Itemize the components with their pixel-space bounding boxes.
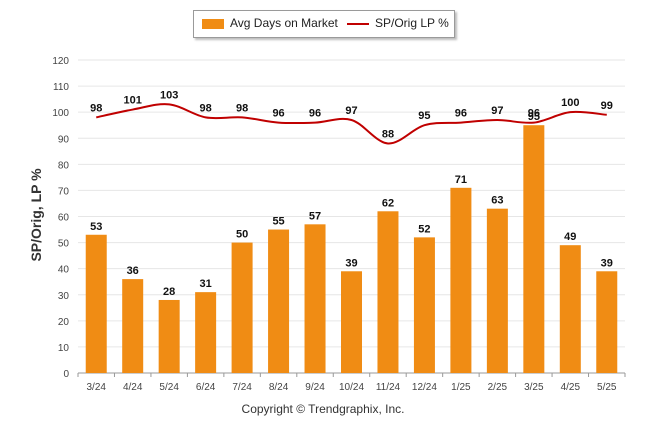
bar (596, 271, 618, 373)
y-tick-label: 0 (63, 369, 69, 380)
bar (450, 187, 472, 373)
x-tick-label: 4/25 (561, 382, 581, 393)
y-tick-label: 100 (52, 108, 69, 119)
bar (85, 234, 107, 373)
line-value-label: 96 (272, 108, 284, 120)
bar (268, 229, 290, 373)
bar (413, 237, 435, 373)
y-tick-label: 10 (58, 343, 70, 354)
line-value-label: 96 (528, 108, 540, 120)
bar (559, 245, 581, 373)
bar-value-label: 31 (200, 278, 212, 290)
x-tick-label: 1/25 (451, 382, 471, 393)
bar (486, 208, 508, 373)
y-tick-label: 80 (58, 160, 70, 171)
y-tick-label: 70 (58, 186, 70, 197)
legend-bar-swatch (202, 19, 224, 29)
bar-series (85, 125, 618, 373)
line-value-label: 100 (561, 97, 579, 109)
y-tick-label: 90 (58, 134, 70, 145)
bar-value-label: 49 (564, 231, 576, 243)
bar-value-label: 55 (272, 216, 284, 228)
line-value-label: 97 (491, 105, 503, 117)
line-value-label: 98 (236, 102, 248, 114)
y-tick-label: 30 (58, 291, 70, 302)
bar-value-label: 71 (455, 174, 467, 186)
y-tick-label: 110 (53, 82, 69, 93)
data-labels: 53 36 28 31 50 55 57 39 62 52 71 63 95 49 39 98 101 103 98… (90, 89, 613, 298)
y-tick-label: 60 (58, 213, 70, 224)
bar-value-label: 39 (601, 257, 613, 269)
bar (195, 292, 217, 373)
x-tick-label: 5/24 (159, 382, 179, 393)
line-value-label: 96 (455, 108, 467, 120)
y-tick-label: 20 (58, 317, 70, 328)
x-tick-label: 11/24 (376, 382, 401, 393)
legend-line-swatch (347, 23, 369, 25)
line-series (96, 103, 607, 145)
line-value-label: 103 (160, 89, 178, 101)
x-tick-label: 12/24 (412, 382, 437, 393)
x-tick-label: 10/24 (339, 382, 364, 393)
x-tick-label: 7/24 (232, 382, 252, 393)
bar-value-label: 52 (418, 223, 430, 235)
y-tick-label: 40 (58, 265, 70, 276)
legend-bar-label: Avg Days on Market (230, 16, 338, 30)
bar-value-label: 39 (345, 257, 357, 269)
line-value-label: 98 (90, 102, 102, 114)
bar-value-label: 62 (382, 197, 394, 209)
y-axis-ticks: 0 10 20 30 40 50 60 70 80 90 100 110 120 (52, 56, 69, 380)
bar-value-label: 50 (236, 229, 248, 241)
x-tick-label: 5/25 (597, 382, 617, 393)
line-value-label: 101 (124, 95, 142, 107)
line-value-label: 97 (345, 105, 357, 117)
legend: Avg Days on Market SP/Orig LP % (193, 10, 455, 38)
y-axis-title: SP/Orig, LP % (28, 168, 44, 262)
bar (304, 224, 326, 373)
x-tick-label: 3/24 (86, 382, 106, 393)
x-axis-ticks: 3/24 4/24 5/24 6/24 7/24 8/24 9/24 10/24 11/24 12… (77, 373, 626, 393)
line-value-label: 99 (601, 100, 613, 112)
x-tick-label: 8/24 (269, 382, 289, 393)
x-tick-label: 4/24 (123, 382, 143, 393)
bar (377, 211, 399, 373)
line-value-label: 96 (309, 108, 321, 120)
bar-value-label: 36 (127, 265, 139, 277)
bar (122, 279, 144, 373)
bar-value-label: 63 (491, 195, 503, 207)
bar (341, 271, 362, 373)
line-value-label: 95 (418, 110, 430, 122)
x-tick-label: 6/24 (196, 382, 216, 393)
line-value-label: 98 (200, 102, 212, 114)
line-path (96, 103, 607, 145)
bar (231, 242, 253, 373)
bar-value-label: 28 (163, 286, 175, 298)
x-tick-label: 3/25 (524, 382, 544, 393)
x-tick-label: 2/25 (488, 382, 508, 393)
bar (523, 125, 545, 373)
line-value-label: 88 (382, 128, 394, 140)
bar (158, 299, 180, 373)
legend-line-label: SP/Orig LP % (375, 16, 449, 30)
x-tick-label: 9/24 (305, 382, 325, 393)
y-tick-label: 120 (52, 56, 69, 67)
bar-value-label: 95 (528, 111, 540, 123)
bar-value-label: 57 (309, 210, 321, 222)
bar-value-label: 53 (90, 221, 102, 233)
y-tick-label: 50 (58, 239, 70, 250)
copyright-notice: Copyright © Trendgraphix, Inc. (241, 402, 405, 416)
